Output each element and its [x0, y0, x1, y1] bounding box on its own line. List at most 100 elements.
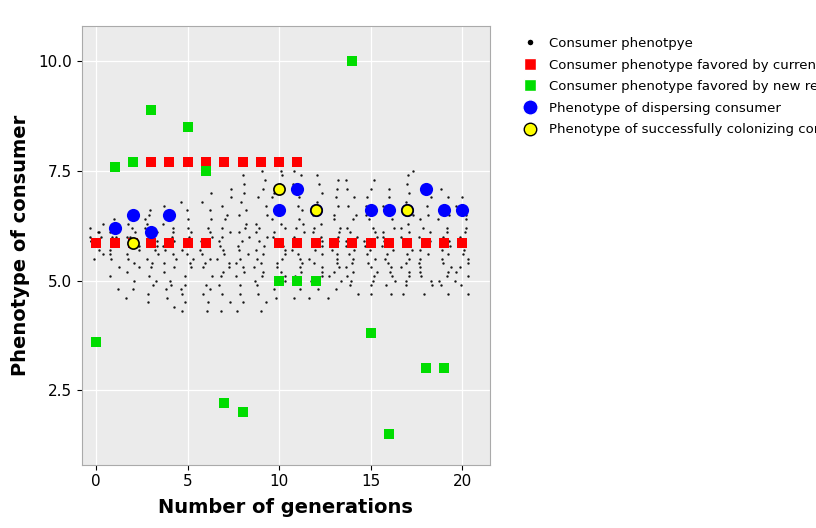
Point [267, 285, 280, 294]
Point [202, 224, 215, 232]
Point [294, 171, 307, 180]
Point [150, 237, 163, 246]
Point [103, 228, 116, 237]
Point [144, 228, 157, 237]
Point [121, 232, 134, 241]
Point [231, 241, 244, 250]
Point [91, 228, 104, 237]
Point [385, 215, 398, 223]
Point [322, 272, 335, 280]
Point [339, 263, 353, 271]
Point [407, 211, 420, 219]
Point [394, 263, 407, 271]
Point [441, 224, 454, 232]
Point [215, 232, 228, 241]
Point [205, 188, 218, 197]
Point [203, 254, 216, 263]
Point [396, 237, 409, 246]
Point [286, 246, 299, 254]
Point [348, 193, 361, 202]
Point [187, 254, 200, 263]
Point [308, 224, 321, 232]
Point [329, 285, 342, 294]
Point [278, 246, 291, 254]
Point [303, 294, 316, 303]
Point [443, 211, 456, 219]
Point [138, 215, 151, 223]
Point [357, 237, 370, 246]
Point [95, 232, 108, 241]
Point [233, 281, 246, 289]
Point [450, 202, 463, 210]
Point [395, 232, 408, 241]
Point [184, 241, 197, 250]
Point [224, 184, 237, 193]
Point [166, 250, 180, 259]
Point [224, 193, 237, 202]
Point [414, 254, 427, 263]
Point [109, 237, 122, 246]
Point [108, 215, 121, 223]
Point [292, 193, 305, 202]
Point [170, 254, 183, 263]
Point [314, 232, 327, 241]
Point [200, 281, 213, 289]
Point [311, 285, 324, 294]
Point [361, 259, 375, 267]
Point [260, 232, 273, 241]
Point [126, 158, 140, 166]
Point [384, 289, 397, 298]
Point [224, 228, 237, 237]
Point [168, 303, 181, 311]
Point [184, 263, 197, 271]
Point [379, 254, 392, 263]
Point [238, 224, 251, 232]
Point [259, 202, 273, 210]
Point [361, 250, 374, 259]
Point [455, 206, 468, 215]
Point [104, 246, 117, 254]
Point [260, 211, 273, 219]
Point [402, 220, 415, 228]
Point [255, 272, 268, 280]
Point [278, 272, 291, 280]
Point [455, 193, 468, 202]
Point [386, 272, 399, 280]
Point [364, 239, 377, 248]
Point [291, 202, 304, 210]
Point [415, 272, 428, 280]
Point [163, 239, 176, 248]
Point [278, 276, 291, 285]
Point [108, 239, 121, 248]
Point [257, 268, 270, 276]
Point [458, 246, 471, 254]
Point [344, 276, 357, 285]
Point [266, 193, 279, 202]
Point [346, 215, 359, 223]
Point [126, 239, 140, 248]
Point [256, 184, 269, 193]
Point [133, 241, 146, 250]
Point [179, 298, 192, 307]
Point [273, 158, 286, 166]
Point [83, 232, 96, 241]
Point [204, 206, 217, 215]
Point [236, 237, 249, 246]
Point [126, 285, 140, 294]
Point [83, 224, 96, 232]
Point [257, 241, 270, 250]
Point [461, 272, 474, 280]
Point [328, 215, 341, 223]
Point [176, 246, 189, 254]
Point [144, 158, 157, 166]
Point [175, 197, 188, 206]
Point [347, 268, 360, 276]
Point [308, 246, 322, 254]
Point [424, 237, 437, 246]
Point [237, 171, 250, 180]
Point [106, 220, 119, 228]
Point [278, 224, 291, 232]
Point [175, 285, 188, 294]
Point [233, 228, 246, 237]
Point [418, 289, 431, 298]
